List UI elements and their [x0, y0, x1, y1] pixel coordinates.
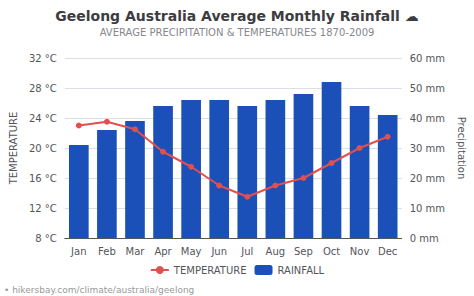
svg-text:10 mm: 10 mm — [410, 203, 445, 214]
svg-text:TEMPERATURE: TEMPERATURE — [8, 112, 19, 186]
svg-text:Apr: Apr — [154, 246, 172, 257]
svg-text:50 mm: 50 mm — [410, 83, 445, 94]
svg-text:8 °C: 8 °C — [35, 233, 57, 244]
svg-text:12 °C: 12 °C — [29, 203, 57, 214]
svg-text:16 °C: 16 °C — [29, 173, 57, 184]
svg-text:Feb: Feb — [98, 246, 116, 257]
svg-text:Aug: Aug — [266, 246, 286, 257]
svg-text:Sep: Sep — [294, 246, 313, 257]
svg-text:Jul: Jul — [240, 246, 253, 257]
svg-text:Dec: Dec — [378, 246, 397, 257]
svg-text:30 mm: 30 mm — [410, 143, 445, 154]
svg-text:RAINFALL: RAINFALL — [278, 265, 325, 276]
svg-text:• hikersbay.com/climate/austra: • hikersbay.com/climate/australia/geelon… — [4, 285, 194, 295]
svg-text:AVERAGE PRECIPITATION & TEMPER: AVERAGE PRECIPITATION & TEMPERATURES 187… — [100, 27, 375, 38]
svg-text:Jan: Jan — [70, 246, 86, 257]
svg-text:Nov: Nov — [350, 246, 370, 257]
svg-text:Jun: Jun — [210, 246, 227, 257]
svg-text:Mar: Mar — [126, 246, 146, 257]
svg-text:20 mm: 20 mm — [410, 173, 445, 184]
svg-text:Oct: Oct — [323, 246, 340, 257]
svg-text:May: May — [181, 246, 202, 257]
svg-text:32 °C: 32 °C — [29, 53, 57, 64]
svg-text:28 °C: 28 °C — [29, 83, 57, 94]
svg-text:Precipitation: Precipitation — [456, 117, 467, 180]
svg-text:24 °C: 24 °C — [29, 113, 57, 124]
svg-text:40 mm: 40 mm — [410, 113, 445, 124]
svg-text:Geelong Australia Average Mont: Geelong Australia Average Monthly Rainfa… — [55, 8, 419, 24]
svg-text:60 mm: 60 mm — [410, 53, 445, 64]
svg-text:0 mm: 0 mm — [410, 233, 439, 244]
svg-text:20 °C: 20 °C — [29, 143, 57, 154]
svg-text:TEMPERATURE: TEMPERATURE — [173, 265, 247, 276]
